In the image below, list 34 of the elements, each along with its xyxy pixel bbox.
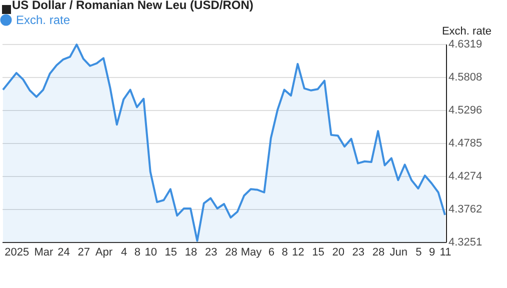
y-tick-label: 4.5808	[448, 71, 482, 84]
x-tick-label: 2025	[4, 246, 30, 258]
y-tick-label: 4.4785	[448, 138, 482, 150]
x-tick-label: 18	[184, 246, 198, 258]
y-tick-label: 4.6319	[448, 38, 482, 50]
x-tick-label: 15	[312, 246, 324, 258]
x-tick-label: 12	[292, 246, 304, 258]
x-tick-label: 27	[78, 246, 90, 258]
x-tick-label: Mar	[34, 246, 54, 258]
x-tick-label: 6	[268, 246, 274, 258]
x-tick-label: 15	[164, 246, 178, 258]
x-tick-label: Apr	[95, 246, 113, 258]
x-tick-label: 9	[429, 246, 436, 258]
y-tick-label: 4.4274	[448, 170, 482, 182]
x-tick-label: 4	[120, 246, 128, 258]
x-tick-label: 8	[134, 246, 141, 258]
x-tick-label: May	[240, 246, 262, 258]
x-tick-label: 28	[372, 246, 385, 258]
x-tick-label: 8	[282, 246, 288, 258]
x-tick-label: 5	[416, 246, 422, 258]
y-tick-label: 4.3762	[448, 204, 482, 216]
y-tick-label: 4.3251	[448, 236, 482, 248]
x-tick-label: 20	[332, 246, 344, 258]
x-tick-label: 24	[58, 246, 70, 258]
chart-title: US Dollar / Romanian New Leu (USD/RON)	[12, 0, 254, 12]
x-tick-label: 23	[204, 246, 218, 258]
legend-label: Exch. rate	[16, 13, 70, 27]
x-tick-label: 23	[352, 246, 365, 258]
y-axis-title: Exch. rate	[442, 26, 492, 38]
y-tick-label: 4.5296	[448, 104, 482, 117]
x-tick-label: 28	[225, 246, 238, 258]
x-tick-label: 10	[144, 246, 157, 258]
x-tick-label: Jun	[390, 246, 408, 258]
x-tick-label: 11	[440, 246, 452, 258]
